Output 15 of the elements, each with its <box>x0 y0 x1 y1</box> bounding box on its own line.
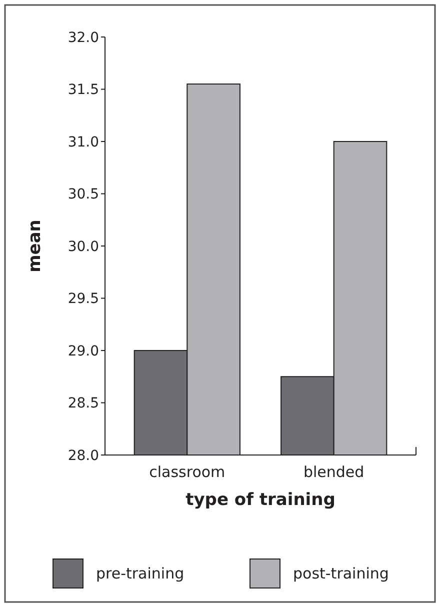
y-axis-title: mean <box>25 220 45 272</box>
y-tick-label: 30.5 <box>68 186 99 203</box>
x-tick-label: blended <box>303 463 364 481</box>
y-tick-label: 28.0 <box>68 448 99 464</box>
y-tick-label: 28.5 <box>68 396 99 412</box>
y-tick-label: 29.5 <box>68 291 99 308</box>
y-tick-label: 29.0 <box>68 343 99 360</box>
x-tick-label: classroom <box>149 463 226 481</box>
y-tick-label: 31.5 <box>68 82 99 98</box>
x-axis-title: type of training <box>186 490 336 510</box>
legend-label: pre-training <box>96 564 184 582</box>
y-tick-label: 30.0 <box>68 238 99 255</box>
y-tick-label: 32.0 <box>68 30 99 46</box>
legend-label: post-training <box>293 564 389 582</box>
y-tick-label: 31.0 <box>68 134 99 150</box>
